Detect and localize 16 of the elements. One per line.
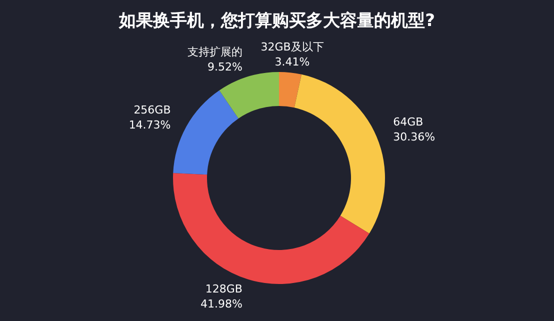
slice-label: 256GB (134, 103, 171, 116)
donut-slice (279, 72, 302, 108)
data-label: 41.98% (200, 297, 242, 310)
data-label: 30.36% (393, 130, 436, 144)
chart-title: 如果换手机，您打算购买多大容量的机型? (118, 11, 435, 31)
donut-slice (219, 72, 279, 118)
data-label: 9.52% (208, 60, 242, 74)
donut-slice (173, 90, 238, 175)
slice-label: 32GB及以下 (260, 40, 324, 54)
donut-slice (173, 173, 370, 284)
data-label: 14.73% (128, 118, 171, 132)
slice-label: 128GB (205, 282, 242, 296)
donut-slice (294, 74, 385, 234)
slice-label: 支持扩展的 (187, 46, 242, 59)
data-label: 3.41% (274, 56, 310, 69)
slice-label: 64GB (393, 115, 424, 128)
